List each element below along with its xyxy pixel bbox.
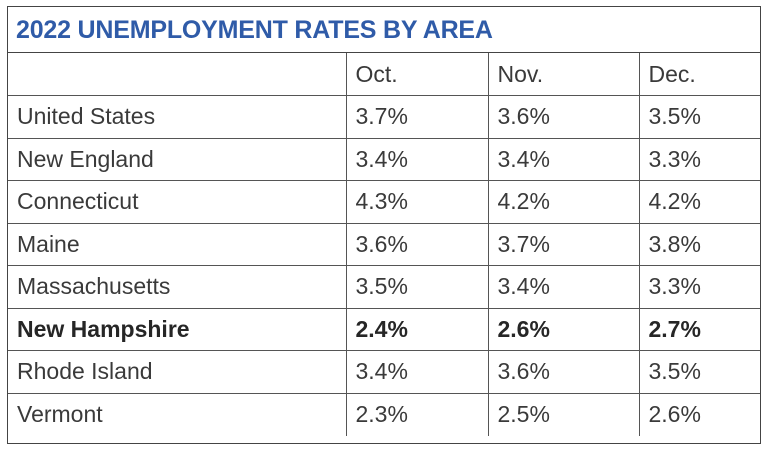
area-cell: United States (8, 95, 346, 138)
rate-cell: 3.4% (345, 350, 488, 393)
table-row-highlighted: New Hampshire 2.4% 2.6% 2.7% (8, 307, 760, 351)
rate-cell: 4.2% (638, 180, 760, 223)
area-cell: New England (8, 137, 346, 181)
area-cell: Maine (8, 222, 346, 266)
rate-cell: 2.4% (345, 307, 488, 351)
rate-cell: 3.4% (345, 137, 488, 181)
rate-cell: 2.3% (345, 392, 488, 436)
header-cell-dec: Dec. (638, 53, 760, 96)
header-row: Oct. Nov. Dec. (8, 53, 760, 96)
table-row: Connecticut 4.3% 4.2% 4.2% (8, 180, 760, 223)
header-cell-oct: Oct. (345, 53, 488, 96)
rate-cell: 4.2% (487, 180, 639, 223)
rate-cell: 3.5% (638, 95, 760, 138)
rate-cell: 3.6% (487, 95, 639, 138)
header-cell-area (8, 53, 346, 96)
rate-cell: 3.4% (487, 265, 639, 308)
table-row: New England 3.4% 3.4% 3.3% (8, 137, 760, 181)
header-cell-nov: Nov. (487, 53, 639, 96)
table-row: Vermont 2.3% 2.5% 2.6% (8, 392, 760, 436)
table-row: Maine 3.6% 3.7% 3.8% (8, 222, 760, 266)
area-cell: Vermont (8, 392, 346, 436)
rate-cell: 2.7% (638, 307, 760, 351)
rate-cell: 3.5% (345, 265, 488, 308)
table-title: 2022 UNEMPLOYMENT RATES BY AREA (16, 16, 493, 44)
rate-cell: 3.3% (638, 137, 760, 181)
area-cell: New Hampshire (8, 307, 346, 351)
unemployment-rates-table: Oct. Nov. Dec. United States 3.7% 3.6% 3… (8, 53, 760, 436)
area-cell: Rhode Island (8, 350, 346, 393)
rate-cell: 3.6% (345, 222, 488, 266)
table-title-bar: 2022 UNEMPLOYMENT RATES BY AREA (8, 7, 760, 53)
rate-cell: 3.8% (638, 222, 760, 266)
unemployment-table-card: 2022 UNEMPLOYMENT RATES BY AREA Oct. Nov… (7, 6, 761, 444)
rate-cell: 3.4% (487, 137, 639, 181)
rate-cell: 2.6% (638, 392, 760, 436)
rate-cell: 3.3% (638, 265, 760, 308)
rate-cell: 2.6% (487, 307, 639, 351)
rate-cell: 3.7% (345, 95, 488, 138)
area-cell: Massachusetts (8, 265, 346, 308)
table-row: United States 3.7% 3.6% 3.5% (8, 95, 760, 138)
rate-cell: 3.6% (487, 350, 639, 393)
area-cell: Connecticut (8, 180, 346, 223)
rate-cell: 3.5% (638, 350, 760, 393)
rate-cell: 2.5% (487, 392, 639, 436)
rate-cell: 4.3% (345, 180, 488, 223)
rate-cell: 3.7% (487, 222, 639, 266)
table-row: Massachusetts 3.5% 3.4% 3.3% (8, 265, 760, 308)
table-row: Rhode Island 3.4% 3.6% 3.5% (8, 350, 760, 393)
